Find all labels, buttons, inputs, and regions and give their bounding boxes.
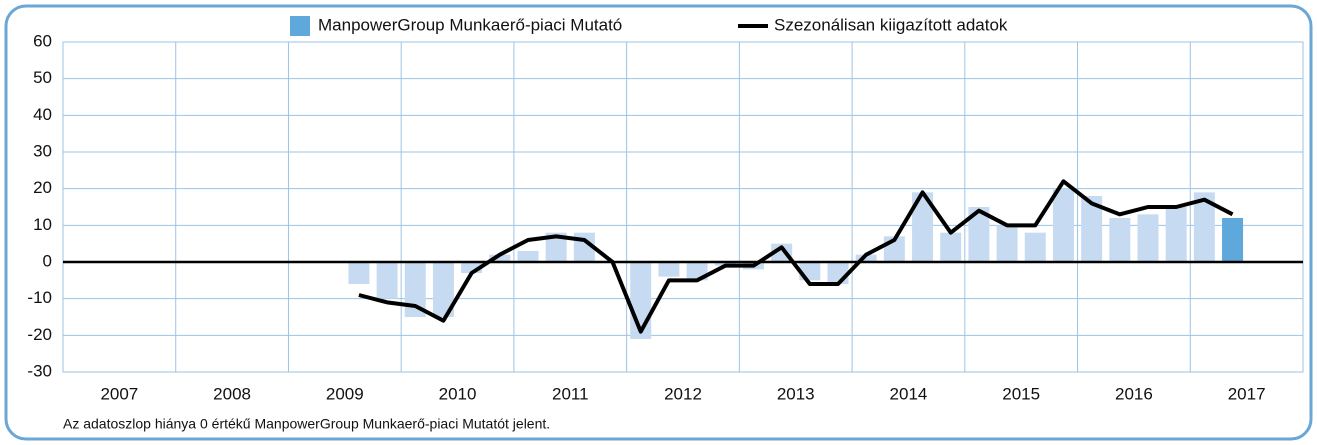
bar bbox=[348, 262, 370, 284]
note: Az adatoszlop hiánya 0 értékű ManpowerGr… bbox=[63, 416, 550, 432]
legend-label: Szezonálisan kiigazított adatok bbox=[774, 15, 1008, 34]
legend-swatch bbox=[290, 16, 310, 36]
bar bbox=[545, 232, 567, 262]
bar bbox=[1137, 214, 1159, 262]
x-tick-label: 2016 bbox=[1115, 384, 1153, 403]
x-tick-label: 2010 bbox=[439, 384, 477, 403]
bar bbox=[1081, 196, 1103, 262]
x-tick-label: 2013 bbox=[777, 384, 815, 403]
bar bbox=[1222, 218, 1244, 262]
x-tick-label: 2011 bbox=[552, 384, 589, 403]
y-tick-label: -30 bbox=[27, 361, 52, 380]
y-tick-label: 0 bbox=[43, 251, 52, 270]
bar bbox=[912, 192, 934, 262]
bar bbox=[940, 232, 962, 262]
y-tick-label: 30 bbox=[33, 141, 52, 160]
x-tick-label: 2009 bbox=[326, 384, 364, 403]
bar bbox=[404, 262, 426, 317]
bar bbox=[996, 225, 1018, 262]
bar bbox=[658, 262, 680, 277]
frame bbox=[4, 4, 1313, 441]
y-tick-label: 20 bbox=[33, 178, 52, 197]
bar bbox=[461, 262, 483, 273]
y-tick-label: -10 bbox=[27, 288, 52, 307]
bar bbox=[968, 207, 990, 262]
bar bbox=[855, 254, 877, 262]
x-tick-label: 2017 bbox=[1228, 384, 1266, 403]
bar bbox=[489, 254, 511, 262]
bar bbox=[1109, 218, 1131, 262]
x-tick-label: 2015 bbox=[1002, 384, 1040, 403]
bar bbox=[1165, 207, 1187, 262]
bar bbox=[1052, 188, 1074, 262]
x-tick-label: 2007 bbox=[100, 384, 138, 403]
x-tick-label: 2012 bbox=[664, 384, 702, 403]
line bbox=[358, 179, 1234, 334]
x-tick-label: 2014 bbox=[890, 384, 928, 403]
y-tick-label: 40 bbox=[33, 105, 52, 124]
y-tick-label: 60 bbox=[33, 31, 52, 50]
bar bbox=[432, 262, 454, 317]
bar bbox=[827, 262, 849, 284]
bar bbox=[1193, 192, 1215, 262]
bar bbox=[517, 251, 539, 262]
bar bbox=[376, 262, 398, 299]
legend-label: ManpowerGroup Munkaerő-piaci Mutató bbox=[318, 15, 622, 34]
x-tick-label: 2008 bbox=[213, 384, 251, 403]
y-tick-label: 50 bbox=[33, 68, 52, 87]
y-tick-label: -20 bbox=[27, 325, 52, 344]
bar bbox=[1024, 232, 1046, 262]
y-tick-label: 10 bbox=[33, 215, 52, 234]
